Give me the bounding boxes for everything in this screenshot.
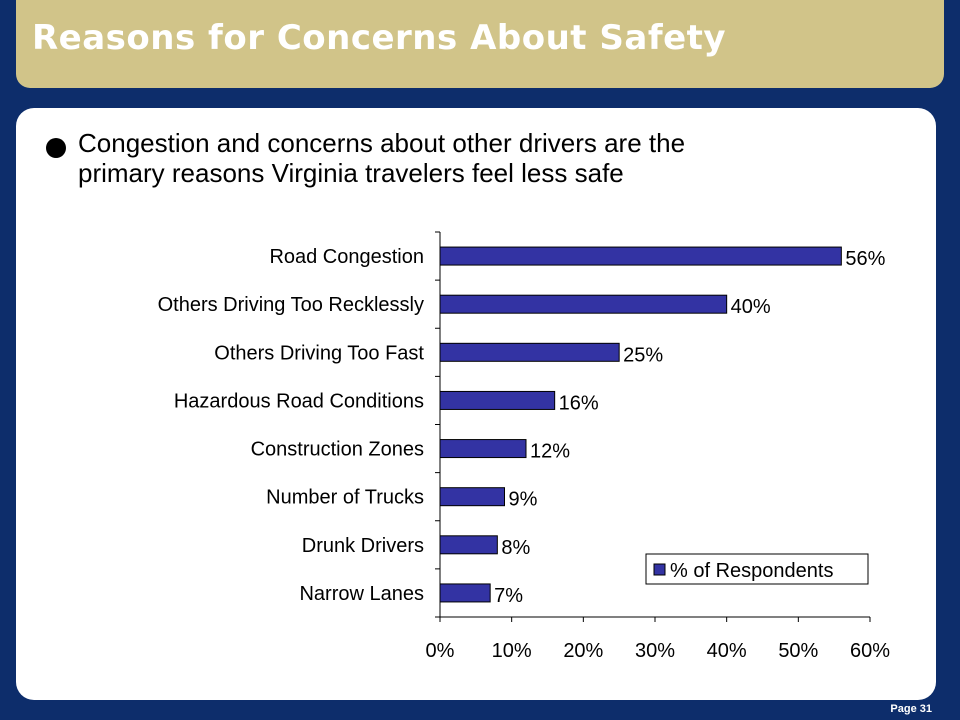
category-label: Number of Trucks xyxy=(266,487,424,509)
category-label: Road Congestion xyxy=(269,246,424,268)
category-label: Hazardous Road Conditions xyxy=(174,390,424,412)
bullet-line-1: Congestion and concerns about other driv… xyxy=(78,128,686,158)
x-tick-label: 0% xyxy=(426,640,455,662)
data-label: 56% xyxy=(845,248,885,270)
bar xyxy=(439,390,556,410)
bar xyxy=(439,342,620,362)
data-label: 8% xyxy=(501,537,530,559)
data-label: 7% xyxy=(494,585,523,607)
page-number: Page 31 xyxy=(890,703,932,715)
bar xyxy=(439,487,505,507)
x-tick-label: 60% xyxy=(850,640,890,662)
bar xyxy=(439,583,491,603)
page-title: Reasons for Concerns About Safety xyxy=(32,18,727,58)
data-label: 40% xyxy=(731,296,771,318)
data-label: 16% xyxy=(559,392,599,414)
category-label: Drunk Drivers xyxy=(302,535,424,557)
bar xyxy=(439,535,498,555)
data-label: 12% xyxy=(530,441,570,463)
x-tick-label: 20% xyxy=(563,640,603,662)
category-label: Others Driving Too Recklessly xyxy=(158,294,424,316)
legend-swatch xyxy=(653,563,666,576)
category-label: Construction Zones xyxy=(251,439,424,461)
x-tick-label: 40% xyxy=(707,640,747,662)
x-tick-label: 30% xyxy=(635,640,675,662)
bullet-text: Congestion and concerns about other driv… xyxy=(78,128,898,188)
bullet-line-2: primary reasons Virginia travelers feel … xyxy=(78,158,624,188)
data-label: 25% xyxy=(623,344,663,366)
legend-box xyxy=(645,553,869,585)
x-tick-label: 10% xyxy=(492,640,532,662)
data-label: 9% xyxy=(509,489,538,511)
legend-label: % of Respondents xyxy=(670,560,833,582)
category-label: Others Driving Too Fast xyxy=(214,342,424,364)
bar xyxy=(439,439,527,459)
x-tick-label: 50% xyxy=(778,640,818,662)
bar xyxy=(439,294,728,314)
bar xyxy=(439,246,842,266)
title-bar: Reasons for Concerns About Safety xyxy=(16,0,944,88)
bullet-dot xyxy=(46,138,66,158)
category-label: Narrow Lanes xyxy=(299,583,424,605)
